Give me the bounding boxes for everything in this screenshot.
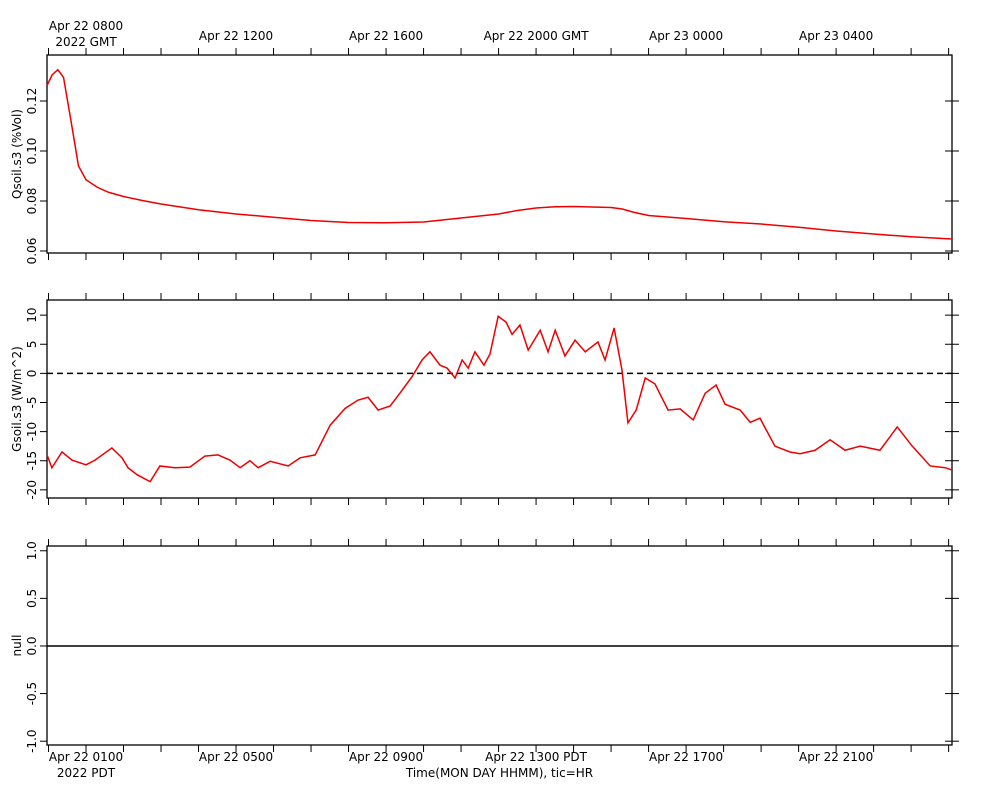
x-tick-label: Apr 22 1300 PDT [485,750,587,764]
x-tick-label: Apr 22 2100 [799,750,873,764]
x-axis-label: Time(MON DAY HHMM), tic=HR [405,766,593,780]
x2-tick-label: Apr 22 2000 GMT [484,29,590,43]
x-tick-label: Apr 22 1700 [649,750,723,764]
panel: -1.0 -0.5 0.0 0.5 1.0 null Apr 22 0100 Apr 22 0… [10,539,959,780]
plot-frame [46,54,953,254]
x-tick-label: Apr 22 0100 [49,750,123,764]
data-line [46,68,953,240]
plot-frame [46,299,953,499]
y-tick-label: -0.5 [25,682,39,705]
x2-tick-label: Apr 23 0400 [799,29,873,43]
x2-tick-label: Apr 22 0800 [49,19,123,33]
data-line [46,315,953,483]
y-tick-label: -1.0 [25,729,39,752]
panel: -20 -15 -10 -5 0 5 10 Gsoil.s3 (W/m^2) [10,293,959,505]
y-axis-label: null [10,635,24,657]
x2-tick-label: Apr 22 1200 [199,29,273,43]
y-tick-label: -5 [25,397,39,409]
y-tick-label: -20 [25,480,39,500]
y-axis-label: Qsoil.s3 (%Vol) [10,109,24,199]
x-sublabel: 2022 PDT [57,766,116,780]
x-tick-label: Apr 22 0500 [199,750,273,764]
x2-tick-label: Apr 22 1600 [349,29,423,43]
y-tick-label: 5 [25,340,39,348]
y-tick-label: -15 [25,451,39,471]
x-tick-label: Apr 22 0900 [349,750,423,764]
y-tick-label: 10 [25,308,39,323]
y-tick-label: 0.0 [25,636,39,655]
y-tick-label: 0.12 [25,88,39,115]
y-tick-label: 0.5 [25,589,39,608]
y-tick-label: 0.08 [25,188,39,215]
x2-sublabel: 2022 GMT [55,35,117,49]
y-axis-label: Gsoil.s3 (W/m^2) [10,346,24,452]
y-tick-label: -10 [25,422,39,442]
x2-tick-label: Apr 23 0000 [649,29,723,43]
y-tick-label: 0.06 [25,238,39,265]
y-tick-label: 0.10 [25,138,39,165]
y-tick-label: 1.0 [25,541,39,560]
y-tick-label: 0 [25,370,39,378]
